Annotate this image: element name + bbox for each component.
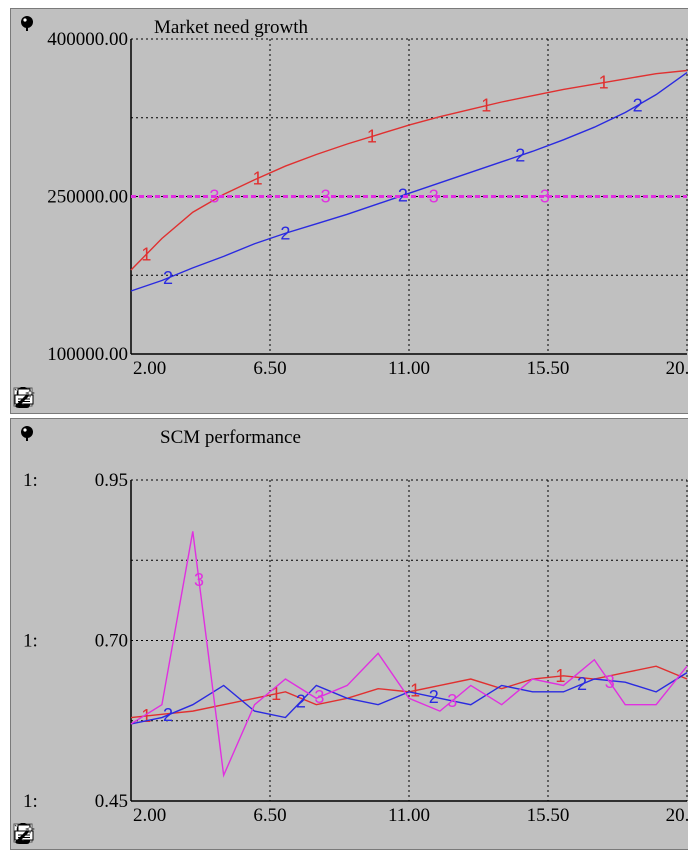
printer-icon[interactable] (14, 824, 83, 847)
chart-panel-scm-performance: SCM performance 2.00 6.50 11.00 15.50 20.00 0… (10, 418, 688, 850)
y-tick-label: 400000.00 (47, 29, 128, 50)
series-marker-3: 3 (605, 672, 615, 692)
series-marker-3: 3 (321, 187, 331, 207)
y-tick-label: 0.70 (95, 631, 128, 652)
series-marker-3: 3 (209, 187, 219, 207)
series-marker-1: 1 (253, 168, 263, 188)
y-axis-prefix: 1: (23, 791, 38, 812)
chart-svg-scm-performance: 2.00 6.50 11.00 15.50 20.00 0.95 1: 0.70 1: 0.45 1… (23, 470, 688, 826)
x-tick-label: 11.00 (388, 805, 430, 826)
series-marker-2: 2 (280, 223, 290, 243)
series-marker-2: 2 (429, 687, 439, 707)
lock-icon[interactable] (16, 387, 59, 411)
series-marker-3: 3 (429, 187, 439, 207)
x-tick-label: 15.50 (527, 358, 570, 379)
series-marker-1: 1 (271, 684, 281, 704)
series-marker-1: 1 (410, 681, 420, 701)
y-tick-label: 0.95 (95, 470, 128, 491)
x-tick-label: 6.50 (253, 358, 286, 379)
series-marker-1: 1 (481, 96, 491, 116)
x-tick-label: 20.00 (666, 358, 688, 379)
y-axis-prefix: 1: (23, 631, 38, 652)
x-tick-label: 2.00 (133, 358, 166, 379)
series-marker-2: 2 (577, 674, 587, 694)
toolbar: x (13, 823, 107, 847)
x-tick-label: 15.50 (527, 805, 570, 826)
series-line-3 (130, 531, 688, 778)
pin-icon[interactable] (19, 425, 35, 441)
series-marker-2: 2 (163, 705, 173, 725)
magic-wand-icon[interactable] (14, 388, 107, 411)
y-tick-label: 0.45 (95, 791, 128, 812)
y-tick-label: 100000.00 (47, 344, 128, 365)
series-marker-1: 1 (367, 126, 377, 146)
series-line-2 (130, 72, 688, 292)
series-marker-2: 2 (633, 95, 643, 115)
toolbar: x (13, 387, 107, 411)
series-marker-1: 1 (555, 666, 565, 686)
series-marker-2: 2 (296, 691, 306, 711)
series-marker-2: 2 (398, 185, 408, 205)
series-marker-3: 3 (447, 691, 457, 711)
magic-wand-icon[interactable] (14, 824, 107, 847)
series-marker-3: 3 (540, 187, 550, 207)
series-line-1 (130, 69, 688, 271)
series-line-2 (130, 672, 688, 725)
chart-title: Market need growth (154, 17, 309, 38)
series-marker-2: 2 (163, 268, 173, 288)
x-tick-label: 11.00 (388, 358, 430, 379)
x-tick-label: 6.50 (253, 805, 286, 826)
y-axis-prefix: 1: (23, 470, 38, 491)
chart-title: SCM performance (160, 427, 301, 448)
series-marker-1: 1 (141, 244, 151, 264)
series-marker-1: 1 (141, 706, 151, 726)
pin-icon[interactable] (19, 15, 35, 31)
series-marker-2: 2 (515, 146, 525, 166)
lock-icon[interactable] (16, 823, 59, 847)
x-tick-label: 2.00 (133, 805, 166, 826)
y-tick-label: 250000.00 (47, 187, 128, 208)
chart-svg-market-need-growth: 2.00 6.50 11.00 15.50 20.00 400000.00 250000.0… (47, 29, 688, 379)
x-tick-label: 20.00 (666, 805, 688, 826)
printer-icon[interactable] (14, 388, 83, 411)
series-marker-1: 1 (599, 73, 609, 93)
series-marker-3: 3 (314, 687, 324, 707)
series-marker-3: 3 (194, 570, 204, 590)
chart-panel-market-need-growth: Market need growth 2.00 6.50 11.00 15.50 20.… (10, 8, 688, 414)
